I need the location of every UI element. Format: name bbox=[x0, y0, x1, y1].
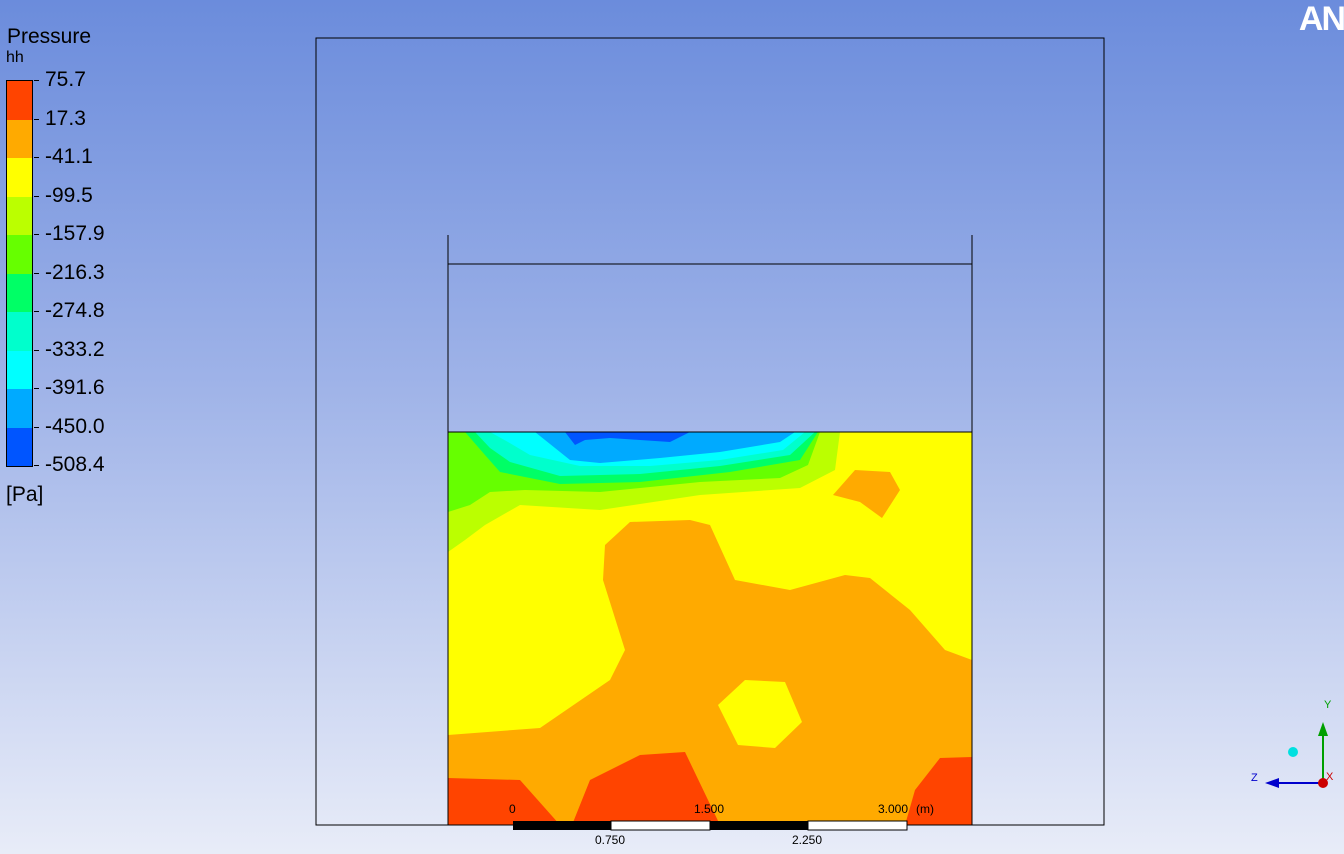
legend-tick-label: 75.7 bbox=[45, 68, 86, 91]
legend-tick-mark bbox=[34, 80, 39, 81]
legend-tick-mark bbox=[34, 118, 39, 120]
legend-swatch-7 bbox=[7, 350, 32, 389]
legend-swatch-1 bbox=[7, 119, 32, 158]
scale-label-0750: 0.750 bbox=[595, 833, 625, 847]
legend-tick-label: -99.5 bbox=[45, 183, 93, 207]
legend-title: Pressure bbox=[7, 25, 92, 48]
pressure-contour bbox=[448, 432, 972, 825]
legend-tick-label: -450.0 bbox=[45, 414, 105, 438]
z-axis-arrow bbox=[1265, 778, 1279, 788]
legend-tick-label: -274.8 bbox=[45, 299, 105, 322]
scale-bar: 0 1.500 3.000 (m) 0.750 2.250 bbox=[509, 802, 934, 847]
legend-swatch-8 bbox=[7, 389, 32, 428]
isometric-view-ball[interactable] bbox=[1288, 747, 1298, 757]
z-axis-label: Z bbox=[1251, 772, 1258, 784]
scale-segment-4 bbox=[807, 820, 908, 831]
scale-unit: (m) bbox=[916, 802, 934, 816]
legend-tick-label: 17.3 bbox=[45, 106, 86, 130]
legend-tick-mark bbox=[34, 272, 39, 274]
ansys-logo: AN bbox=[1298, 0, 1344, 38]
scale-label-1500: 1.500 bbox=[694, 802, 724, 816]
scale-label-2250: 2.250 bbox=[792, 833, 822, 847]
y-axis-arrow bbox=[1318, 722, 1328, 736]
legend-tick-label: -216.3 bbox=[45, 260, 105, 284]
scale-segment-2 bbox=[610, 820, 711, 831]
legend-subtitle: hh bbox=[6, 49, 24, 66]
legend-swatch-0 bbox=[7, 81, 32, 120]
legend-unit: [Pa] bbox=[6, 483, 44, 506]
legend-colorbar bbox=[6, 80, 33, 467]
legend-swatch-9 bbox=[7, 427, 32, 466]
legend-swatch-6 bbox=[7, 312, 32, 351]
legend-swatch-3 bbox=[7, 196, 32, 235]
scale-segment-1 bbox=[513, 821, 611, 830]
legend-tick-mark bbox=[34, 465, 39, 466]
legend-swatch-4 bbox=[7, 235, 32, 274]
legend-tick-mark bbox=[34, 195, 39, 197]
orientation-triad[interactable]: Y Z X bbox=[1251, 699, 1334, 788]
legend-tick-mark bbox=[34, 234, 39, 235]
legend-tick-mark bbox=[34, 388, 39, 389]
y-axis-label: Y bbox=[1324, 699, 1332, 711]
x-axis-label: X bbox=[1326, 771, 1334, 783]
legend-tick-label: -508.4 bbox=[45, 453, 105, 476]
scale-label-3000: 3.000 bbox=[878, 802, 908, 816]
scale-segment-3 bbox=[710, 821, 808, 830]
legend-tick-mark bbox=[34, 311, 39, 312]
legend-swatch-5 bbox=[7, 273, 32, 312]
legend-tick-label: -391.6 bbox=[45, 376, 105, 399]
legend-tick-label: -333.2 bbox=[45, 337, 105, 361]
legend-tick-mark bbox=[34, 349, 39, 351]
x-axis-origin bbox=[1318, 778, 1328, 788]
legend-tick-label: -157.9 bbox=[45, 222, 105, 245]
scale-label-0: 0 bbox=[509, 802, 516, 816]
legend-tick-mark bbox=[34, 426, 39, 428]
legend-swatch-2 bbox=[7, 158, 32, 197]
legend-tick-label: -41.1 bbox=[45, 145, 93, 168]
legend-tick-mark bbox=[34, 157, 39, 158]
